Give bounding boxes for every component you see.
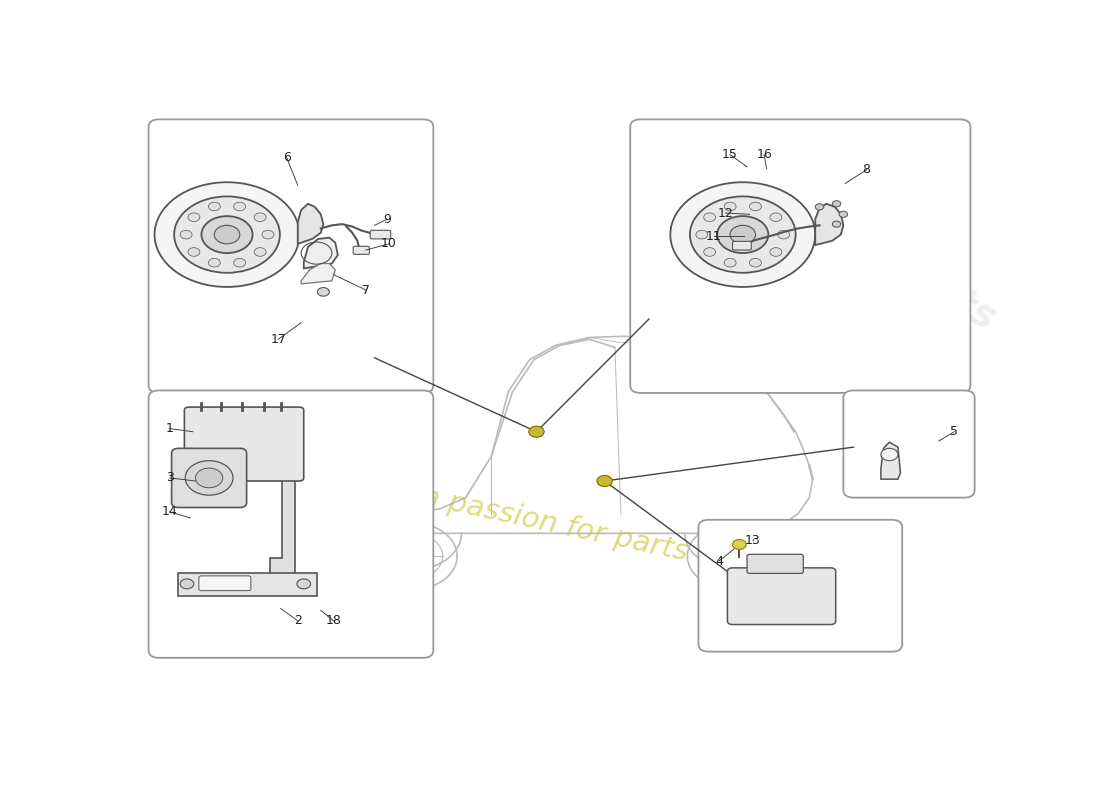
- Circle shape: [180, 579, 194, 589]
- Circle shape: [233, 202, 245, 210]
- FancyBboxPatch shape: [727, 568, 836, 625]
- Circle shape: [833, 201, 840, 207]
- Circle shape: [597, 475, 613, 486]
- Circle shape: [749, 258, 761, 267]
- Circle shape: [208, 202, 220, 210]
- Text: 11: 11: [706, 230, 722, 243]
- Text: europarts: europarts: [798, 198, 1003, 338]
- Circle shape: [233, 258, 245, 267]
- Circle shape: [670, 182, 815, 287]
- Text: a passion for parts: a passion for parts: [419, 482, 691, 566]
- FancyBboxPatch shape: [353, 246, 370, 254]
- Text: 6: 6: [283, 151, 290, 164]
- Circle shape: [262, 230, 274, 239]
- Circle shape: [717, 216, 768, 253]
- Polygon shape: [881, 442, 901, 479]
- Text: 13: 13: [745, 534, 761, 547]
- Circle shape: [696, 230, 707, 239]
- Circle shape: [318, 287, 329, 296]
- Circle shape: [254, 248, 266, 256]
- FancyBboxPatch shape: [747, 554, 803, 574]
- Text: 10: 10: [381, 238, 397, 250]
- Circle shape: [180, 230, 192, 239]
- Text: 15: 15: [722, 148, 738, 161]
- Circle shape: [730, 226, 756, 244]
- FancyBboxPatch shape: [148, 119, 433, 393]
- FancyBboxPatch shape: [199, 576, 251, 590]
- Text: 17: 17: [271, 333, 286, 346]
- Circle shape: [208, 258, 220, 267]
- Circle shape: [724, 258, 736, 267]
- Polygon shape: [815, 204, 844, 245]
- FancyBboxPatch shape: [698, 520, 902, 652]
- Text: 8: 8: [862, 163, 870, 177]
- Text: 16: 16: [756, 148, 772, 161]
- Text: 12: 12: [718, 206, 734, 219]
- FancyBboxPatch shape: [172, 448, 246, 507]
- Text: 1: 1: [166, 422, 174, 435]
- Circle shape: [188, 248, 200, 256]
- Text: 3: 3: [166, 471, 174, 485]
- Polygon shape: [298, 204, 323, 244]
- Polygon shape: [304, 238, 338, 269]
- FancyBboxPatch shape: [148, 390, 433, 658]
- Circle shape: [770, 213, 782, 222]
- Circle shape: [196, 468, 222, 488]
- Circle shape: [704, 248, 716, 256]
- Text: 7: 7: [362, 283, 370, 297]
- Text: 9: 9: [383, 213, 392, 226]
- Circle shape: [881, 448, 898, 461]
- Circle shape: [214, 226, 240, 244]
- Circle shape: [778, 230, 790, 239]
- Circle shape: [201, 216, 253, 253]
- Circle shape: [174, 197, 279, 273]
- Circle shape: [154, 182, 299, 287]
- Circle shape: [839, 211, 848, 218]
- Text: 2: 2: [294, 614, 301, 627]
- FancyBboxPatch shape: [630, 119, 970, 393]
- Circle shape: [254, 213, 266, 222]
- Text: 5: 5: [950, 426, 958, 438]
- Text: 18: 18: [326, 614, 341, 627]
- Circle shape: [724, 202, 736, 210]
- Circle shape: [185, 461, 233, 495]
- Polygon shape: [270, 472, 295, 577]
- FancyBboxPatch shape: [733, 242, 751, 250]
- Circle shape: [833, 221, 840, 227]
- Polygon shape: [178, 574, 317, 596]
- Circle shape: [770, 248, 782, 256]
- Polygon shape: [301, 263, 336, 284]
- Circle shape: [529, 426, 544, 438]
- Circle shape: [815, 204, 824, 210]
- Text: 14: 14: [162, 506, 178, 518]
- Text: 4: 4: [715, 554, 723, 567]
- Circle shape: [690, 197, 795, 273]
- Circle shape: [733, 539, 746, 550]
- Circle shape: [704, 213, 716, 222]
- Circle shape: [188, 213, 200, 222]
- Circle shape: [297, 579, 310, 589]
- Circle shape: [749, 202, 761, 210]
- FancyBboxPatch shape: [844, 390, 975, 498]
- FancyBboxPatch shape: [371, 230, 390, 239]
- FancyBboxPatch shape: [185, 407, 304, 481]
